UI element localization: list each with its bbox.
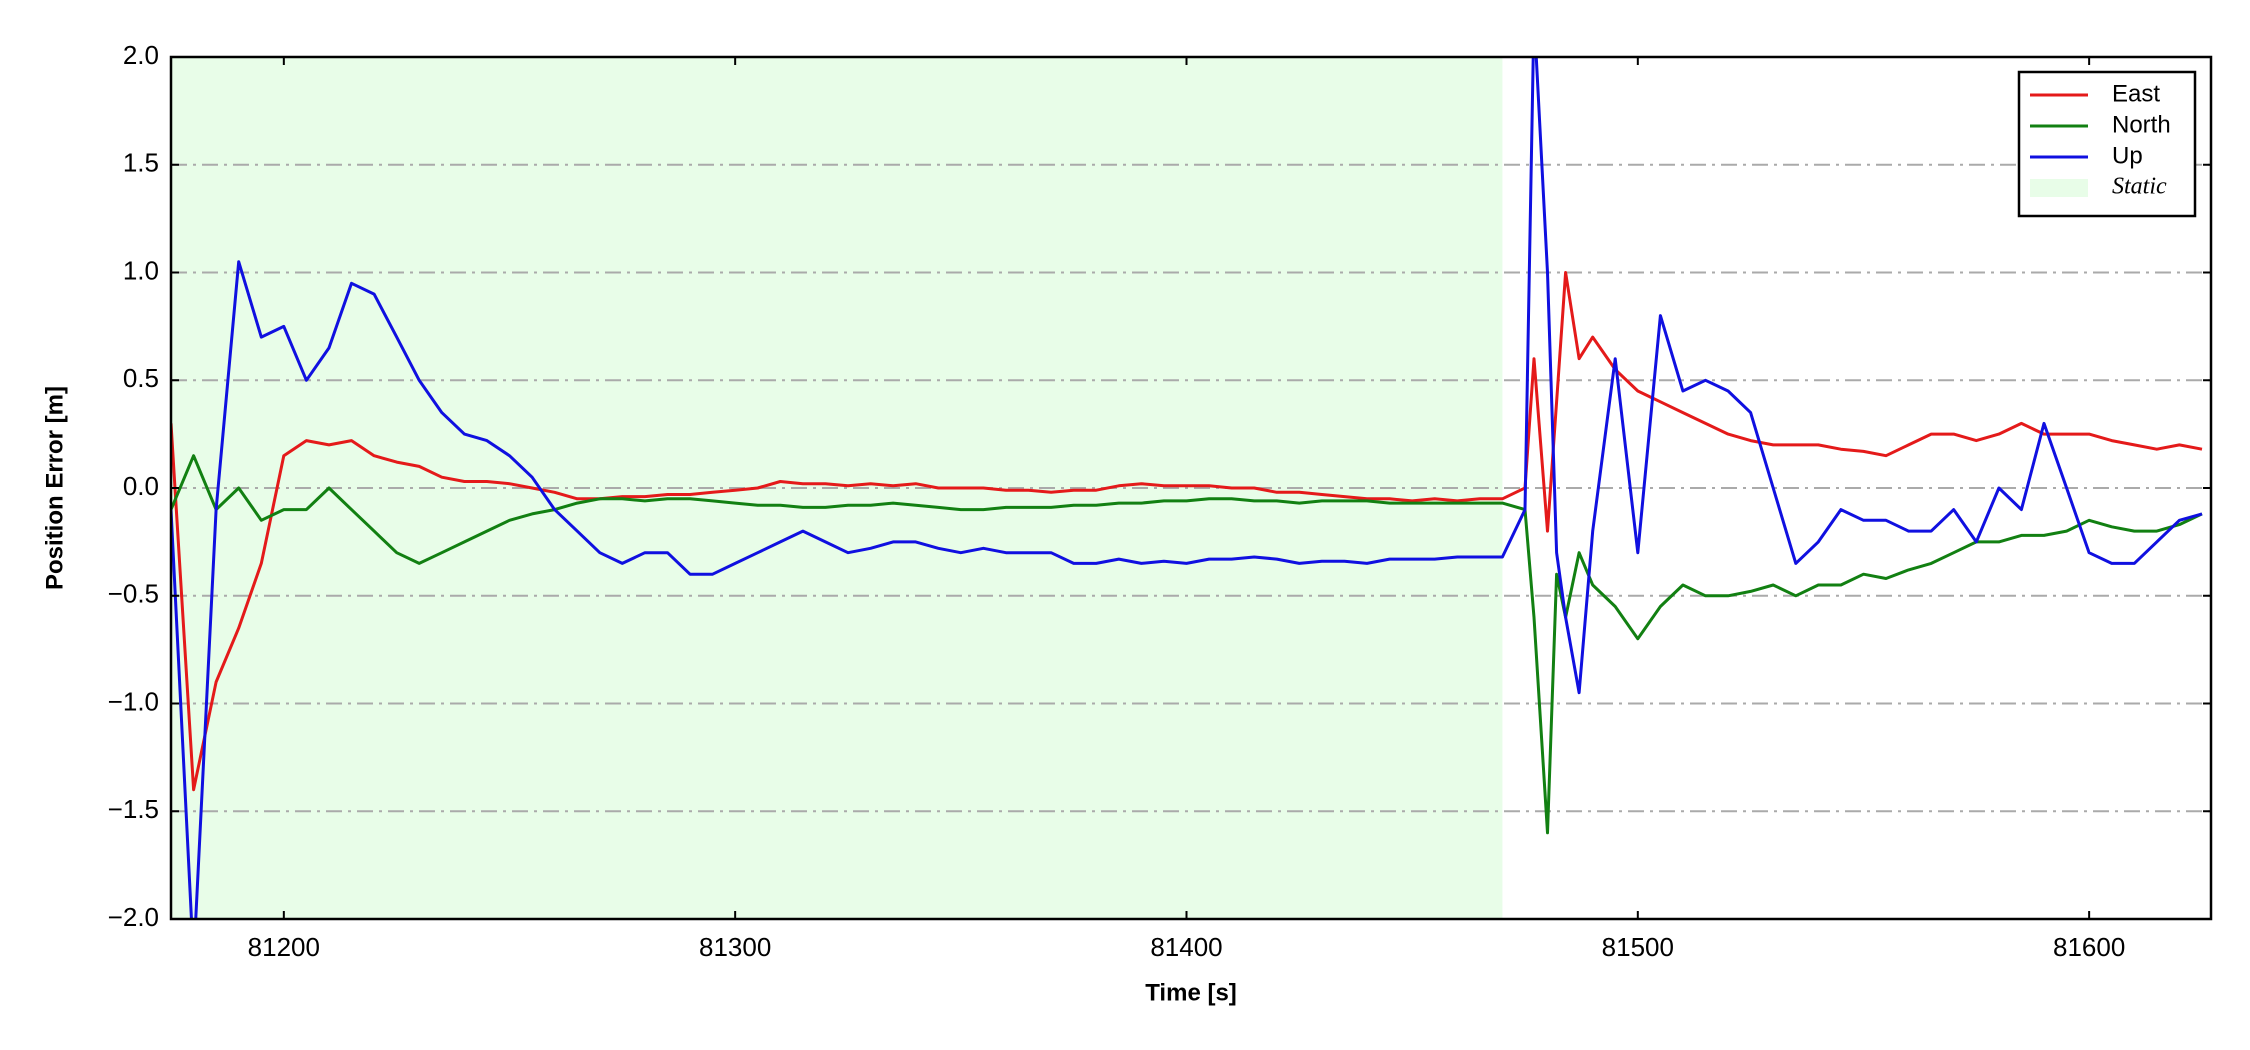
plot-frame: [169, 55, 2213, 921]
plot-area: [171, 57, 2211, 919]
line-series: [171, 57, 2203, 919]
y-tick-label: −2.0: [108, 902, 159, 932]
y-axis-label: Position Error [m]: [41, 386, 68, 590]
x-tick-label: 81200: [248, 932, 320, 962]
x-tick-label: 81600: [2053, 932, 2125, 962]
y-tick-label: 1.0: [123, 255, 159, 285]
line-series: [171, 454, 2203, 835]
legend-patch: [2030, 179, 2088, 197]
y-tick-label: −1.0: [108, 686, 159, 716]
legend-label: Static: [2112, 174, 2167, 200]
line-series: [171, 271, 2203, 792]
legend-label: Up: [2112, 142, 2143, 169]
y-tick-label: 1.5: [123, 148, 159, 178]
x-tick-label: 81500: [1602, 932, 1674, 962]
x-tick-label: 81400: [1150, 932, 1222, 962]
x-axis-label: Time [s]: [1145, 979, 1237, 1006]
legend-label: East: [2112, 80, 2160, 107]
legend-label: North: [2112, 111, 2171, 138]
y-tick-label: 2.0: [123, 40, 159, 70]
y-tick-label: −0.5: [108, 579, 159, 609]
x-tick-label: 81300: [699, 932, 771, 962]
y-tick-label: 0.0: [123, 471, 159, 501]
y-tick-label: 0.5: [123, 363, 159, 393]
y-tick-label: −1.5: [108, 794, 159, 824]
